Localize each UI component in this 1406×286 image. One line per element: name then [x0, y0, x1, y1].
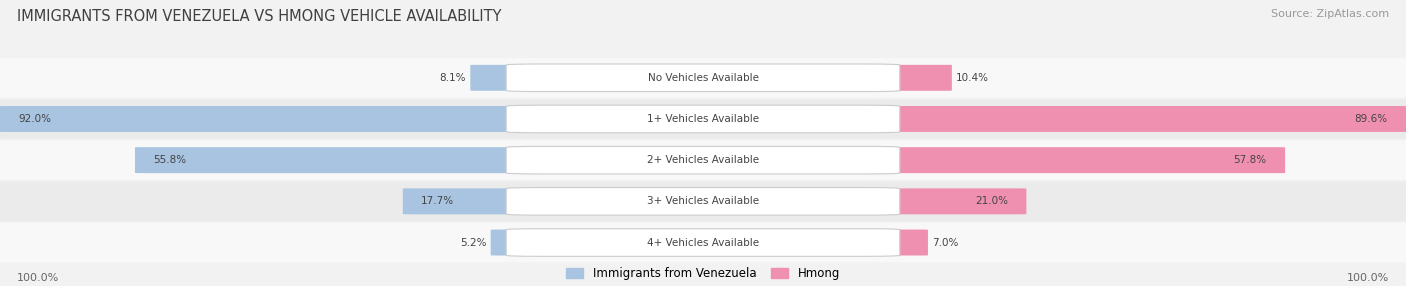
FancyBboxPatch shape — [865, 65, 952, 91]
Text: 100.0%: 100.0% — [1347, 273, 1389, 283]
Text: 57.8%: 57.8% — [1233, 155, 1267, 165]
FancyBboxPatch shape — [470, 65, 541, 91]
FancyBboxPatch shape — [506, 105, 900, 133]
Text: 89.6%: 89.6% — [1354, 114, 1388, 124]
FancyBboxPatch shape — [0, 99, 1406, 139]
FancyBboxPatch shape — [402, 188, 541, 214]
Text: 5.2%: 5.2% — [460, 238, 486, 247]
FancyBboxPatch shape — [506, 146, 900, 174]
Text: No Vehicles Available: No Vehicles Available — [648, 73, 758, 83]
Text: 2+ Vehicles Available: 2+ Vehicles Available — [647, 155, 759, 165]
FancyBboxPatch shape — [491, 230, 541, 255]
Legend: Immigrants from Venezuela, Hmong: Immigrants from Venezuela, Hmong — [565, 267, 841, 280]
Text: Source: ZipAtlas.com: Source: ZipAtlas.com — [1271, 9, 1389, 19]
Text: IMMIGRANTS FROM VENEZUELA VS HMONG VEHICLE AVAILABILITY: IMMIGRANTS FROM VENEZUELA VS HMONG VEHIC… — [17, 9, 502, 23]
Text: 17.7%: 17.7% — [422, 196, 454, 206]
Text: 8.1%: 8.1% — [440, 73, 467, 83]
FancyBboxPatch shape — [0, 140, 1406, 180]
Text: 92.0%: 92.0% — [18, 114, 51, 124]
Text: 100.0%: 100.0% — [17, 273, 59, 283]
Text: 1+ Vehicles Available: 1+ Vehicles Available — [647, 114, 759, 124]
Text: 10.4%: 10.4% — [956, 73, 988, 83]
Text: 4+ Vehicles Available: 4+ Vehicles Available — [647, 238, 759, 247]
FancyBboxPatch shape — [865, 147, 1285, 173]
FancyBboxPatch shape — [0, 223, 1406, 262]
FancyBboxPatch shape — [135, 147, 541, 173]
FancyBboxPatch shape — [0, 106, 541, 132]
FancyBboxPatch shape — [506, 64, 900, 92]
FancyBboxPatch shape — [506, 188, 900, 215]
FancyBboxPatch shape — [865, 230, 928, 255]
FancyBboxPatch shape — [865, 188, 1026, 214]
Text: 7.0%: 7.0% — [932, 238, 959, 247]
Text: 55.8%: 55.8% — [153, 155, 187, 165]
FancyBboxPatch shape — [0, 182, 1406, 221]
Text: 3+ Vehicles Available: 3+ Vehicles Available — [647, 196, 759, 206]
FancyBboxPatch shape — [865, 106, 1406, 132]
FancyBboxPatch shape — [0, 58, 1406, 98]
FancyBboxPatch shape — [506, 229, 900, 256]
Text: 21.0%: 21.0% — [976, 196, 1008, 206]
